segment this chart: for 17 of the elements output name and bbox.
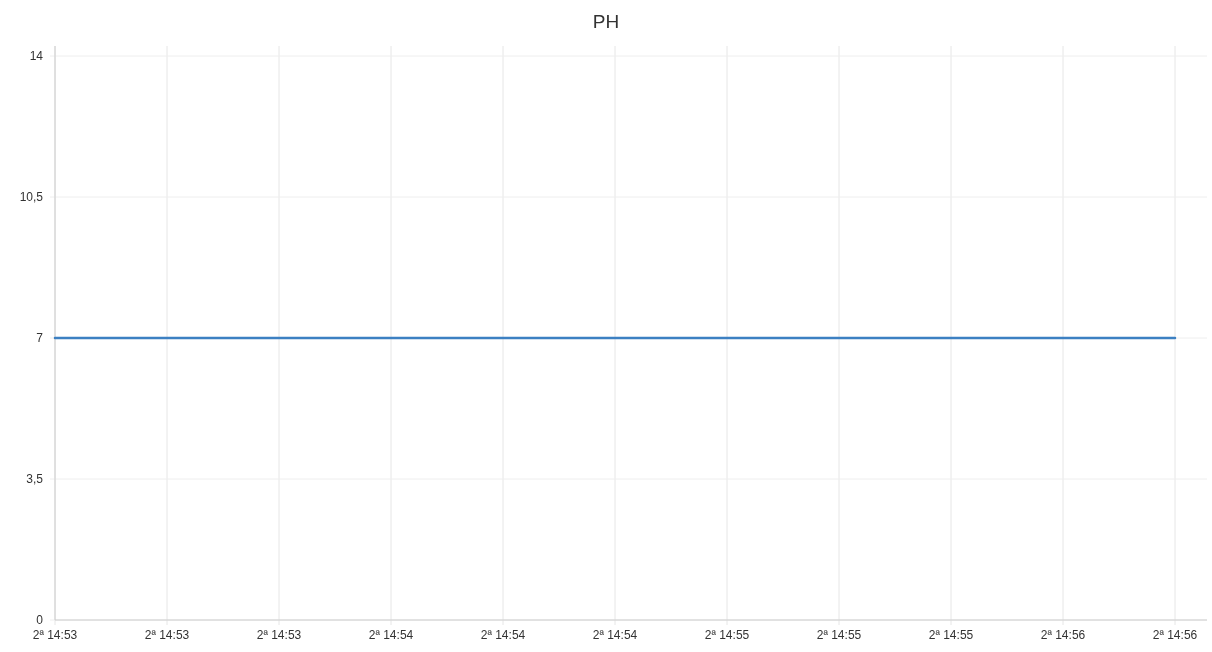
y-tick-label: 7 <box>36 331 44 346</box>
y-tick-label: 0 <box>36 613 44 628</box>
x-tick-label: 2ª 14:54 <box>368 628 414 642</box>
x-tick-label: 2ª 14:54 <box>480 628 526 642</box>
y-tick-label: 14 <box>29 49 44 64</box>
x-tick-label: 2ª 14:56 <box>1040 628 1086 642</box>
y-tick-label: 10,5 <box>19 190 44 205</box>
chart-title: PH <box>592 11 620 32</box>
y-tick-label: 3,5 <box>26 472 44 487</box>
x-tick-label: 2ª 14:53 <box>32 628 78 642</box>
x-tick-label: 2ª 14:53 <box>144 628 190 642</box>
x-tick-label: 2ª 14:55 <box>704 628 750 642</box>
x-tick-label: 2ª 14:56 <box>1152 628 1198 642</box>
x-tick-label: 2ª 14:53 <box>256 628 302 642</box>
x-tick-label: 2ª 14:55 <box>928 628 974 642</box>
x-tick-label: 2ª 14:55 <box>816 628 862 642</box>
x-tick-label: 2ª 14:54 <box>592 628 638 642</box>
